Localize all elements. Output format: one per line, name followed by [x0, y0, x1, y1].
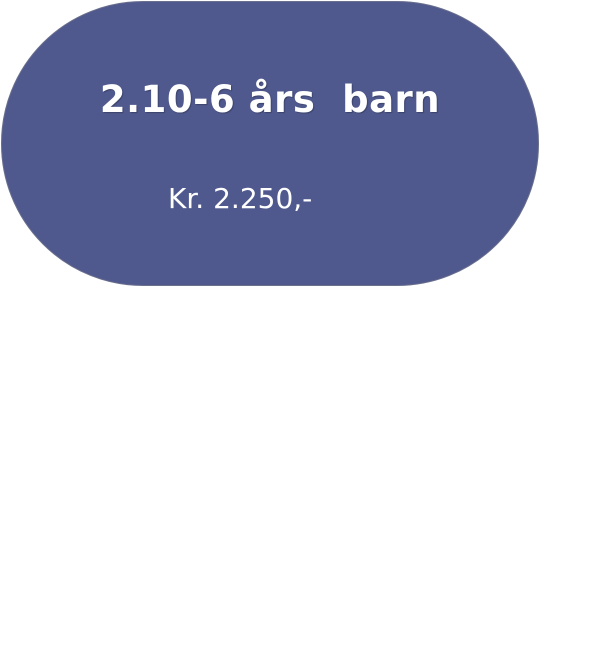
card-price: Kr. 2.250,- — [168, 182, 313, 215]
price-card[interactable] — [1, 1, 539, 286]
card-title: 2.10-6 års barn — [99, 78, 441, 121]
